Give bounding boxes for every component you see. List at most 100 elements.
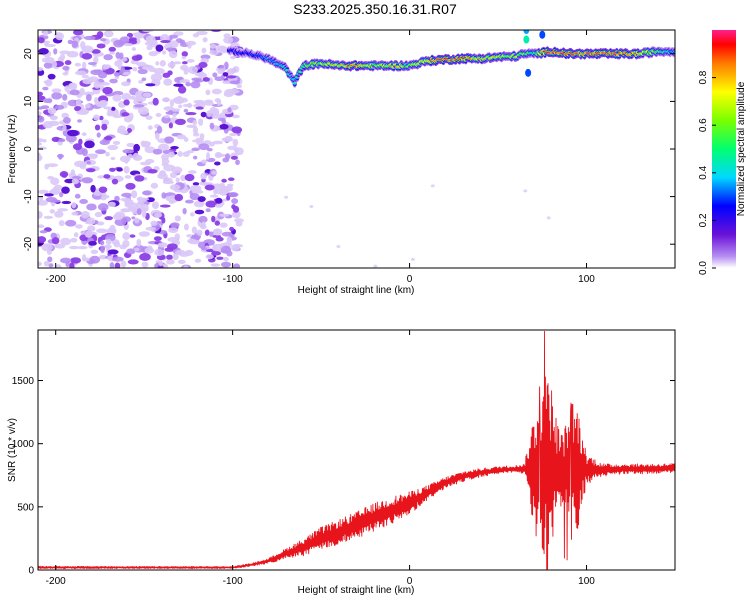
spectrogram-noise-blob [230, 155, 238, 160]
spectrogram-noise-blob [133, 247, 140, 252]
spectrogram-x-label: Height of straight line (km) [298, 285, 415, 296]
spectrogram-noise-blob [204, 184, 215, 191]
spectrogram-noise-blob [62, 93, 68, 101]
spectrogram-noise-blob [54, 210, 64, 218]
spectrogram-noise-blob [189, 212, 195, 217]
colorbar-tick-label: 0.6 [698, 118, 709, 132]
spectrogram-noise-blob [49, 209, 55, 214]
spectrogram-noise-blob [227, 107, 232, 113]
spectrogram-noise-blob [67, 129, 79, 137]
spectrogram-noise-blob [199, 133, 205, 139]
spectrogram-noise-blob [192, 33, 200, 38]
spectrogram-noise-blob [84, 140, 95, 149]
spectrogram-noise-blob [93, 55, 99, 64]
spectrogram-noise-blob [39, 195, 44, 202]
spectrogram-ridge [226, 30, 675, 88]
spectrogram-noise-blob [38, 115, 45, 123]
spectrogram-noise-blob [227, 177, 235, 182]
spectrogram-noise-blob [157, 265, 164, 268]
spectrogram-noise-blob [62, 117, 71, 124]
spectrogram-noise-blob [61, 200, 72, 205]
spectrogram-noise-blob [173, 31, 184, 36]
spectrogram-noise-blob [162, 263, 169, 268]
spectrogram-noise-blob [65, 134, 77, 143]
spectrogram-noise-blob [121, 81, 131, 87]
spectrogram-ridge-cell [523, 30, 530, 34]
spectrogram-noise-blob [38, 67, 44, 72]
spectrogram-noise-blob [105, 238, 112, 245]
spectrogram-noise-blob [43, 62, 53, 69]
spectrogram-noise-blob [211, 215, 216, 223]
spectrogram-noise-blob [217, 64, 225, 69]
spectrogram-noise-blob [51, 187, 60, 195]
spectrogram-noise-blob [161, 97, 171, 103]
spectrogram-noise-blob [83, 35, 96, 41]
spectrogram-noise-blob [107, 144, 119, 151]
spectrogram-noise-blob [58, 138, 66, 143]
spectrogram-noise-blob [136, 196, 144, 202]
spectrogram-noise-blob [193, 200, 205, 208]
spectrogram-noise-blob [141, 210, 147, 218]
spectrogram-noise-blob [81, 132, 87, 137]
spectrogram-noise-blob [151, 201, 160, 210]
spectrogram-noise-blob [168, 34, 179, 39]
spectrogram-noise-blob [174, 193, 184, 202]
spectrogram-noise-blob [284, 195, 289, 199]
spectrogram-noise-blob [103, 54, 113, 61]
colorbar-tick-label: 0.8 [698, 70, 709, 84]
spectrogram-noise-blob [223, 256, 229, 262]
spectrogram-noise-blob [192, 182, 200, 186]
spectrogram-noise-blob [221, 178, 227, 183]
spectrogram-noise-blob [161, 50, 167, 55]
spectrogram-noise-blob [79, 87, 85, 96]
spectrogram-noise-blob [145, 83, 156, 87]
spectrogram-noise-blob [137, 106, 149, 115]
spectrogram-noise-blob [124, 201, 134, 206]
spectrogram-noise-blob [186, 124, 197, 129]
spectrogram-noise-blob [186, 234, 193, 238]
spectrogram-noise-blob [200, 172, 207, 180]
spectrogram-noise-blob [201, 246, 207, 251]
spectrogram-noise-blob [157, 172, 168, 180]
spectrogram-noise-blob [70, 237, 78, 243]
spectrogram-noise-blob [167, 151, 176, 158]
spectrogram-noise-blob [86, 217, 96, 225]
spectrogram-ridge-cell [539, 30, 546, 39]
spectrogram-noise-blob [43, 215, 54, 220]
spectrogram-noise-blob [142, 64, 154, 70]
spectrogram-noise-blob [60, 237, 72, 246]
spectrogram-noise-blob [69, 89, 80, 96]
spectrogram-noise-blob [99, 240, 105, 246]
spectrogram-noise-blob [182, 207, 187, 215]
spectrogram-noise-blob [97, 71, 108, 79]
spectrogram-noise-blob [110, 106, 116, 111]
spectrogram-noise-blob [38, 37, 45, 44]
spectrogram-noise-blob [47, 107, 57, 115]
spectrogram-noise-blob [114, 60, 123, 67]
spectrogram-noise-blob [112, 90, 124, 96]
spectrogram-noise-blob [229, 80, 241, 85]
spectrogram-noise-blob [197, 196, 206, 203]
spectrogram-noise-blob [73, 30, 84, 36]
spectrogram-noise-blob [195, 30, 208, 36]
snr-x-tick-label: -100 [223, 576, 243, 587]
spectrogram-noise-blob [209, 49, 219, 56]
spectrogram-noise-blob [138, 231, 150, 237]
spectrogram-noise-blob [231, 114, 240, 119]
spectrogram-noise-blob [85, 94, 92, 102]
spectrogram-noise-blob [233, 263, 241, 268]
spectrogram-noise-blob [129, 112, 134, 121]
spectrogram-noise-blob [127, 259, 139, 265]
spectrogram-noise-blob [74, 160, 86, 168]
spectrogram-noise-blob [44, 43, 56, 48]
spectrogram-noise-blob [198, 72, 208, 79]
spectrogram-noise-blob [205, 208, 211, 213]
spectrogram-noise-blob [81, 61, 87, 70]
spectrogram-noise-blob [62, 71, 69, 76]
spectrogram-noise-blob [115, 51, 121, 59]
spectrogram-noise-blob [214, 98, 221, 103]
spectrogram-noise-blob [523, 189, 528, 193]
spectrogram-noise-blob [121, 92, 132, 101]
spectrogram-x-ticks: -200 -100 0 100 [46, 30, 595, 285]
